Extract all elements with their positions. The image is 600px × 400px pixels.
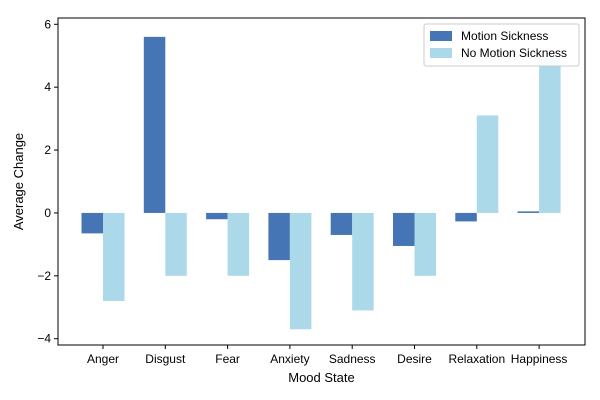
- legend-swatch: [430, 48, 452, 58]
- x-tick-label: Desire: [397, 352, 432, 366]
- y-tick-label: 6: [44, 17, 51, 31]
- y-axis-label: Average Change: [11, 133, 26, 230]
- bar-no-motion-sickness-anger: [103, 212, 125, 301]
- bar-motion-sickness-disgust: [143, 36, 166, 213]
- x-tick-label: Relaxation: [448, 352, 505, 366]
- x-tick-label: Fear: [215, 352, 240, 366]
- y-tick-label: −2: [37, 269, 51, 283]
- legend-box: [423, 23, 580, 67]
- x-tick-label: Anxiety: [270, 352, 309, 366]
- legend-swatch: [430, 31, 452, 41]
- y-tick-label: −4: [37, 332, 51, 346]
- bar-motion-sickness-relaxation: [455, 212, 477, 222]
- bar-motion-sickness-happiness: [517, 211, 540, 213]
- x-tick-label: Happiness: [511, 352, 568, 366]
- x-tick-label: Disgust: [145, 352, 186, 366]
- x-tick-label: Anger: [87, 352, 119, 366]
- bar-no-motion-sickness-sadness: [352, 212, 374, 311]
- axes-layer: −4 −2 0 2 4 6 Anger Disgust Fear Anxiety Sadness De…: [37, 17, 586, 366]
- x-axis-label: Mood State: [288, 370, 355, 385]
- x-tick-label: Sadness: [329, 352, 376, 366]
- bar-no-motion-sickness-happiness: [539, 58, 561, 213]
- legend: Motion Sickness No Motion Sickness: [423, 23, 580, 67]
- plot-frame: [57, 17, 586, 346]
- bar-no-motion-sickness-desire: [414, 212, 436, 276]
- bar-motion-sickness-anger: [81, 212, 103, 234]
- legend-label: No Motion Sickness: [461, 46, 567, 60]
- bar-no-motion-sickness-anxiety: [289, 212, 312, 330]
- bar-motion-sickness-sadness: [330, 212, 353, 235]
- y-tick-label: 2: [44, 143, 51, 157]
- bar-no-motion-sickness-relaxation: [476, 115, 499, 213]
- legend-label: Motion Sickness: [461, 29, 548, 43]
- bar-no-motion-sickness-fear: [227, 212, 250, 276]
- y-tick-label: 4: [44, 80, 51, 94]
- y-tick-label: 0: [44, 206, 51, 220]
- bar-motion-sickness-desire: [393, 212, 415, 246]
- bar-motion-sickness-anxiety: [268, 212, 290, 261]
- bars-layer: [81, 36, 561, 330]
- bar-motion-sickness-fear: [206, 212, 228, 220]
- bar-no-motion-sickness-disgust: [165, 212, 187, 276]
